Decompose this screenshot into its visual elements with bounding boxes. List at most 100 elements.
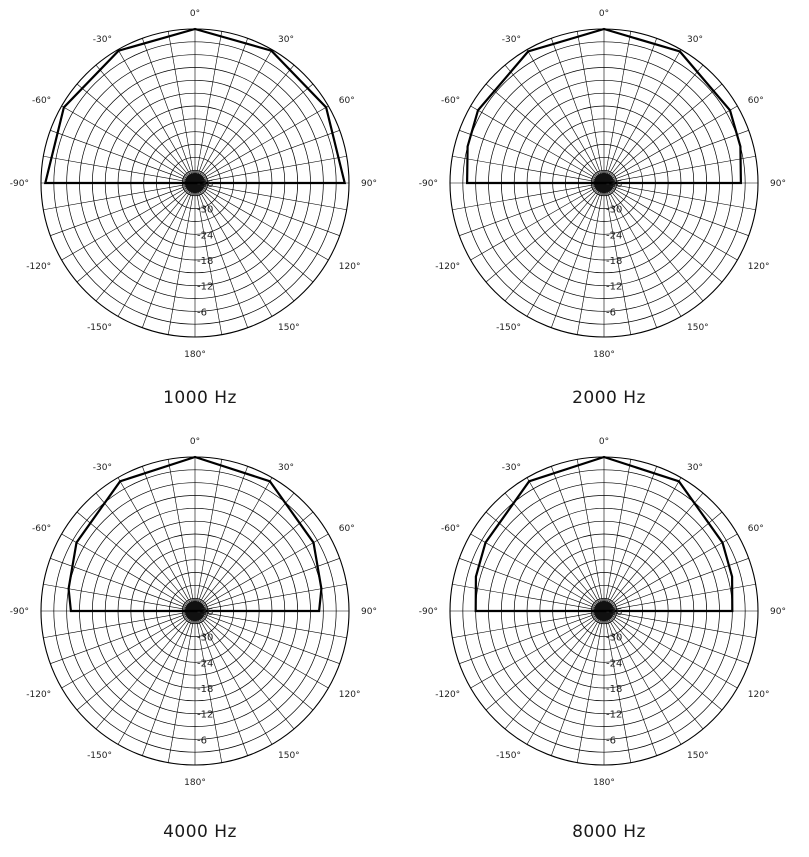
angle-label: -120° [26,262,51,272]
grid-spoke [61,533,192,610]
polar-chart-8000hz: 0° 30° 60° 90° 120° 150° 180° -150° -120° -90° -60… [409,428,809,856]
grid-spoke [61,105,192,182]
radial-tick-label: -18 [606,256,622,267]
grid-spoke [117,49,194,180]
radial-tick-label: -12 [606,282,622,293]
grid-spoke [606,613,704,730]
grid-spoke [50,558,192,610]
grid-spoke [196,614,273,745]
grid-spoke [117,477,194,608]
grid-spoke [196,614,248,756]
polar-svg: 0° 30° 60° 90° 120° 150° 180° -150° -120° -90° -60… [10,9,377,360]
angle-label: 60° [748,524,764,534]
grid-spoke [607,184,749,236]
grid-spoke [605,38,657,180]
grid-spoke [195,31,223,180]
grid-spoke [167,31,195,180]
angle-label: -60° [32,96,51,106]
grid-spoke [551,38,603,180]
grid-spoke [504,185,602,302]
frequency-label: 2000 Hz [572,388,646,408]
grid-spoke [50,612,192,664]
grid-spoke [459,130,601,182]
angle-label: -30° [93,35,112,45]
radial-tick-label: -30 [197,205,213,216]
grid-spoke [195,186,223,335]
grid-spoke [607,155,756,183]
grid-spoke [198,583,347,611]
grid-spoke [196,186,248,328]
grid-spoke [142,614,194,756]
grid-spoke [526,49,603,180]
grid-spoke [605,614,657,756]
angle-label: -90° [10,179,29,189]
angle-label: 180° [184,778,206,788]
radial-tick-label: -24 [197,658,213,669]
polar-pattern-line [465,27,743,185]
grid-spoke [197,613,295,730]
angle-label: 30° [278,463,294,473]
grid-spoke [76,83,193,181]
angle-label: 0° [599,9,609,19]
grid-spoke [198,130,340,182]
grid-spoke [196,477,273,608]
radial-tick-label: -36 [606,179,622,190]
grid-spoke [117,186,194,317]
grid-spoke [604,31,632,180]
polar-chart-2000hz: 0° 30° 60° 90° 120° 150° 180° -150° -120° -90° -60… [409,0,809,428]
grid-spoke [43,583,192,611]
grid-spoke [604,186,632,335]
angle-label: -150° [87,323,112,333]
angle-label: -60° [32,524,51,534]
angle-label: 180° [593,350,615,360]
angle-label: -90° [419,179,438,189]
angle-label: -150° [87,751,112,761]
angle-label: -90° [10,607,29,617]
radial-tick-label: -18 [197,684,213,695]
grid-spoke [117,614,194,745]
angle-label: 30° [687,35,703,45]
grid-spoke [606,613,723,711]
polar-pattern-line [474,455,734,613]
radial-tick-label: -24 [606,658,622,669]
radial-tick-label: -36 [197,179,213,190]
grid-spoke [485,511,602,609]
angle-label: 90° [361,607,377,617]
grid-spoke [198,612,329,689]
grid-spoke [605,614,682,745]
angle-label: -150° [496,751,521,761]
radial-tick-label: -30 [197,633,213,644]
grid-spoke [470,612,601,689]
grid-spoke [197,492,295,609]
grid-spoke [485,185,602,283]
polar-chart-4000hz: 0° 30° 60° 90° 120° 150° 180° -150° -120° -90° -60… [0,428,400,856]
grid-spoke [198,558,340,610]
angle-label: 180° [593,778,615,788]
angle-label: -60° [441,524,460,534]
radial-tick-label: -6 [197,735,207,746]
grid-spoke [604,614,632,763]
angle-label: 150° [687,751,709,761]
angle-label: 150° [278,751,300,761]
angle-label: -30° [502,35,521,45]
grid-spoke [607,611,756,639]
grid-spoke [76,185,193,283]
angle-label: 60° [339,524,355,534]
angle-label: 150° [278,323,300,333]
radial-tick-label: -18 [606,684,622,695]
grid-spoke [551,466,603,608]
grid-spoke [607,583,756,611]
radial-tick-label: -12 [197,282,213,293]
grid-spoke [196,466,248,608]
grid-spoke [485,83,602,181]
radial-tick-label: -12 [197,710,213,721]
angle-label: -150° [496,323,521,333]
grid-spoke [95,64,193,181]
angle-label: 60° [748,96,764,106]
grid-spoke [197,185,295,302]
grid-spoke [606,185,723,283]
radial-tick-label: -36 [606,607,622,618]
grid-spoke [195,614,223,763]
grid-spoke [551,614,603,756]
radial-tick-label: -12 [606,710,622,721]
